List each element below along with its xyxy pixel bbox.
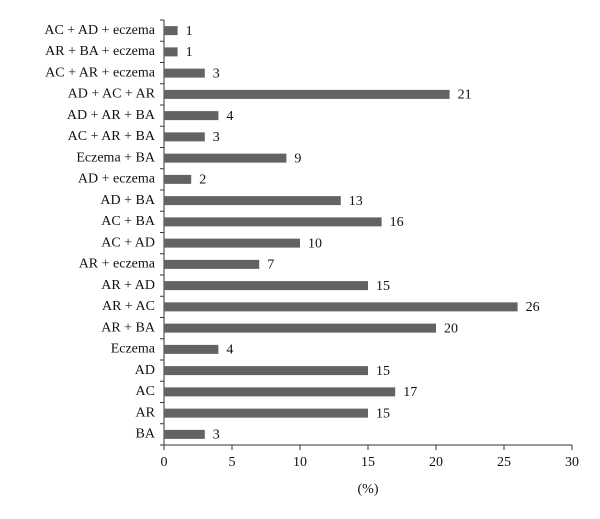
data-label: 1 <box>186 24 193 39</box>
data-label: 3 <box>213 66 220 81</box>
data-label: 9 <box>294 151 301 166</box>
data-label: 1 <box>186 45 193 60</box>
y-tick-label: AC <box>136 384 155 399</box>
bar <box>164 259 260 269</box>
data-label: 17 <box>403 385 417 400</box>
y-tick-label: AD + AR + BA <box>67 108 156 123</box>
y-tick-label: AD + AC + AR <box>68 87 156 102</box>
bar <box>164 89 450 99</box>
y-tick-label: AR + eczema <box>79 257 156 272</box>
data-label: 15 <box>376 279 390 294</box>
x-tick-label: 5 <box>229 455 236 470</box>
x-tick-label: 30 <box>565 455 579 470</box>
data-label: 26 <box>526 300 540 315</box>
y-tick-label: Eczema + BA <box>76 150 156 165</box>
data-label: 3 <box>213 428 220 443</box>
data-label: 21 <box>458 88 472 103</box>
y-tick-label: AR + BA <box>101 320 156 335</box>
bar <box>164 153 287 163</box>
y-tick-label: AC + AD <box>101 235 155 250</box>
y-tick-label: AR + BA + eczema <box>45 44 156 59</box>
bar <box>164 366 368 376</box>
y-tick-label: AD + BA <box>100 193 155 208</box>
data-label: 15 <box>376 406 390 421</box>
bar <box>164 174 192 184</box>
y-tick-label: AC + AR + eczema <box>45 65 156 80</box>
x-tick-label: 15 <box>361 455 375 470</box>
y-tick-label: Eczema <box>111 342 156 357</box>
data-label: 20 <box>444 321 458 336</box>
data-label: 13 <box>349 194 363 209</box>
data-label: 15 <box>376 364 390 379</box>
data-label: 2 <box>199 173 206 188</box>
x-tick-label: 10 <box>293 455 307 470</box>
data-label: 16 <box>390 215 404 230</box>
x-axis-label: (%) <box>358 482 379 497</box>
bar <box>164 47 178 57</box>
y-tick-label: AR + AC <box>102 299 155 314</box>
y-tick-label: AR + AD <box>101 278 155 293</box>
y-tick-label: AD <box>135 363 155 378</box>
y-tick-label: AC + AD + eczema <box>44 23 155 38</box>
x-tick-label: 25 <box>497 455 511 470</box>
bar <box>164 196 341 206</box>
data-label: 4 <box>226 109 233 124</box>
y-tick-label: AD + eczema <box>78 172 156 187</box>
bar <box>164 238 300 248</box>
x-tick-label: 20 <box>429 455 443 470</box>
bar <box>164 408 368 418</box>
bar <box>164 344 219 354</box>
bar <box>164 281 368 291</box>
x-tick-label: 0 <box>161 455 168 470</box>
bar <box>164 217 382 227</box>
bar <box>164 302 518 312</box>
data-label: 3 <box>213 130 220 145</box>
y-tick-label: AC + BA <box>101 214 156 229</box>
bar <box>164 68 205 78</box>
bar <box>164 323 436 333</box>
bar <box>164 429 205 439</box>
bar <box>164 387 396 397</box>
y-tick-label: BA <box>136 427 156 442</box>
y-tick-label: AR <box>136 405 156 420</box>
data-label: 10 <box>308 236 322 251</box>
data-label: 4 <box>226 343 233 358</box>
y-tick-label: AC + AR + BA <box>68 129 156 144</box>
bar <box>164 26 178 36</box>
bar <box>164 132 205 142</box>
bar <box>164 111 219 121</box>
data-label: 7 <box>267 258 274 273</box>
